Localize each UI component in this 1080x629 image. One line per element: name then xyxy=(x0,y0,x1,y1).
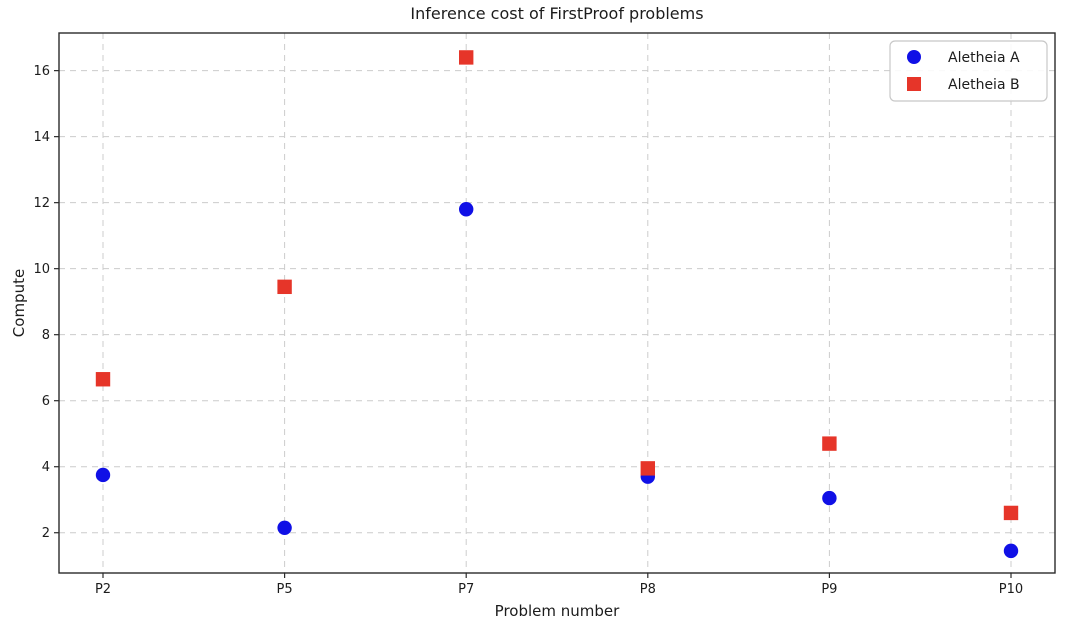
data-point xyxy=(459,202,474,217)
data-point xyxy=(277,279,292,295)
y-tick-label: 10 xyxy=(33,262,50,277)
data-point xyxy=(459,50,474,65)
x-tick-label: P5 xyxy=(277,582,293,597)
series-aletheia-b xyxy=(95,50,1019,521)
y-tick-label: 12 xyxy=(33,196,50,211)
x-tick-label: P9 xyxy=(821,582,837,597)
data-point xyxy=(95,467,111,483)
x-tick-label: P7 xyxy=(458,582,474,597)
legend-box xyxy=(889,40,1048,102)
gridlines xyxy=(59,33,1055,573)
legend-item: Aletheia A xyxy=(907,50,1020,66)
x-tick-label: P8 xyxy=(640,582,656,597)
legend-label: Aletheia A xyxy=(948,50,1020,66)
y-axis-label: Compute xyxy=(10,268,28,338)
data-point xyxy=(1003,543,1019,559)
x-tick-label: P10 xyxy=(999,582,1023,597)
y-tick-label: 14 xyxy=(33,130,50,145)
series-aletheia-a xyxy=(95,202,1019,559)
legend-item: Aletheia B xyxy=(907,77,1020,93)
aletheia-b-legend-marker-icon xyxy=(907,77,921,91)
plot-border xyxy=(58,32,1056,574)
data-point xyxy=(822,490,837,506)
y-tick-label: 2 xyxy=(42,526,50,541)
data-point xyxy=(95,372,111,387)
y-tick-label: 16 xyxy=(33,64,50,79)
aletheia-a-legend-marker-icon xyxy=(907,50,921,64)
axis-ticks: 2 4 6 8 10 12 14 16 P2 P5 P7 P8 P9 P10 xyxy=(33,64,1023,597)
data-point xyxy=(640,461,655,476)
x-tick-label: P2 xyxy=(95,582,111,597)
y-tick-label: 6 xyxy=(42,394,50,409)
y-tick-label: 4 xyxy=(42,460,50,475)
legend: Aletheia A Aletheia B xyxy=(889,40,1048,102)
chart-title: Inference cost of FirstProof problems xyxy=(410,4,704,23)
x-axis-label: Problem number xyxy=(494,602,620,620)
data-point xyxy=(1003,505,1019,521)
legend-label: Aletheia B xyxy=(948,77,1020,93)
data-point xyxy=(822,436,837,451)
y-tick-label: 8 xyxy=(42,328,50,343)
data-point xyxy=(277,520,292,535)
